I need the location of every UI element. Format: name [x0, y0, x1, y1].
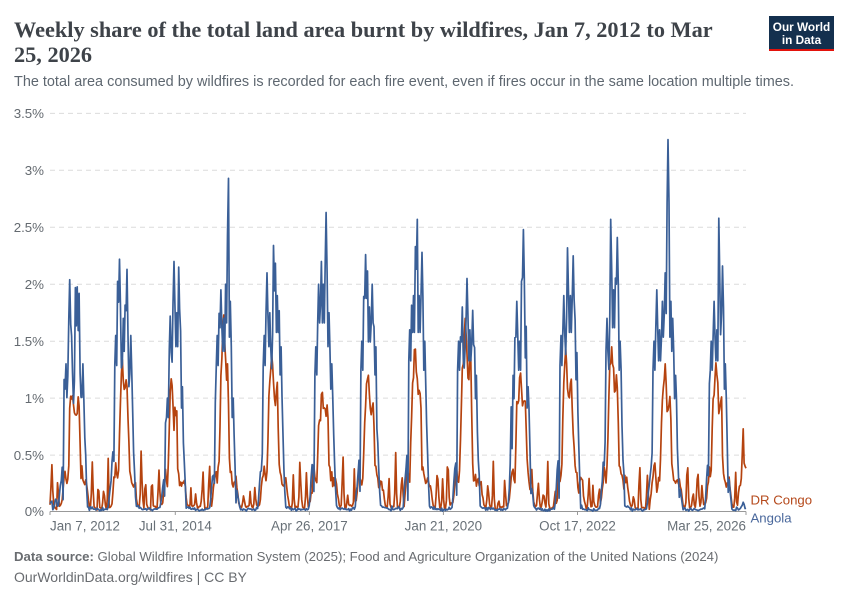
svg-text:3.5%: 3.5%	[14, 106, 44, 121]
svg-text:0.5%: 0.5%	[14, 448, 44, 463]
svg-text:Jul 31, 2014: Jul 31, 2014	[139, 519, 213, 534]
svg-text:Jan 21, 2020: Jan 21, 2020	[405, 519, 482, 534]
svg-text:DR Congo: DR Congo	[751, 493, 813, 508]
svg-text:Apr 26, 2017: Apr 26, 2017	[271, 519, 348, 534]
svg-text:0%: 0%	[25, 504, 44, 519]
svg-text:Jan 7, 2012: Jan 7, 2012	[50, 519, 120, 534]
svg-text:Angola: Angola	[751, 511, 793, 526]
svg-text:3%: 3%	[25, 163, 44, 178]
svg-text:1.5%: 1.5%	[14, 334, 44, 349]
svg-text:2.5%: 2.5%	[14, 220, 44, 235]
svg-text:Oct 17, 2022: Oct 17, 2022	[539, 519, 616, 534]
svg-text:2%: 2%	[25, 277, 44, 292]
svg-text:1%: 1%	[25, 391, 44, 406]
svg-text:Mar 25, 2026: Mar 25, 2026	[667, 519, 746, 534]
